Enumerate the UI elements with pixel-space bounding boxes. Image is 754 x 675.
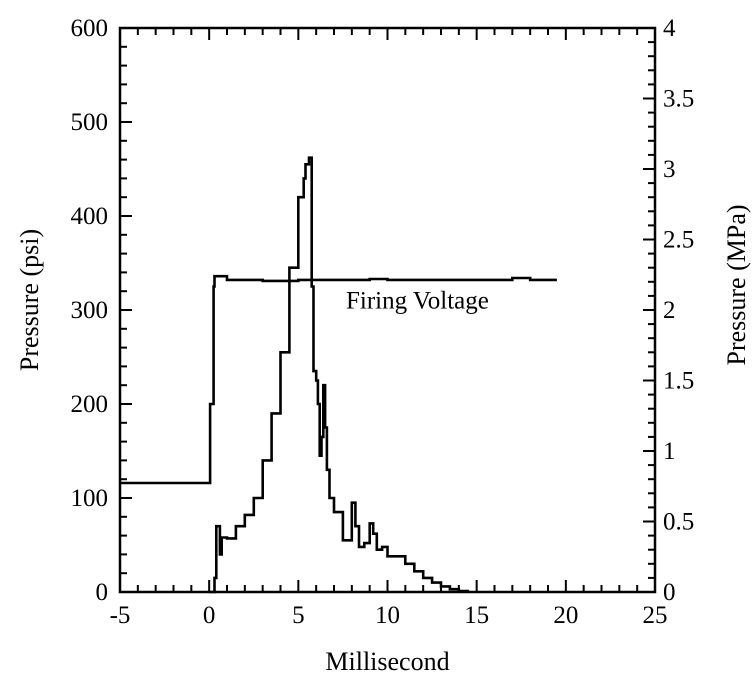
firing-voltage-line	[120, 274, 557, 485]
x-tick-label: 20	[553, 602, 578, 629]
y-tick-label: 400	[71, 203, 109, 230]
y2-tick-label: 3	[663, 156, 676, 183]
x-tick-label: 10	[375, 602, 400, 629]
pressure-line	[209, 156, 470, 594]
y2-tick-label: 0.5	[663, 509, 694, 536]
y2-tick-label: 2.5	[663, 227, 694, 254]
y2-tick-label: 2	[663, 297, 676, 324]
y2-tick-label: 4	[663, 15, 676, 42]
x-tick-label: -5	[110, 602, 131, 629]
labels: Millisecond Pressure (psi) Pressure (MPa…	[15, 204, 751, 675]
y2-tick-label: 1.5	[663, 368, 694, 395]
y-tick-label: 600	[71, 15, 109, 42]
y-tick-label: 0	[96, 579, 109, 606]
y-tick-label: 300	[71, 297, 109, 324]
y2-tick-label: 0	[663, 579, 676, 606]
x-tick-label: 0	[203, 602, 216, 629]
x-tick-label: 25	[643, 602, 668, 629]
y-axis-title: Pressure (psi)	[15, 229, 44, 371]
y2-tick-label: 3.5	[663, 86, 694, 113]
x-tick-label: 15	[464, 602, 489, 629]
y-tick-label: 200	[71, 391, 109, 418]
x-tick-label: 5	[292, 602, 305, 629]
y-tick-label: 500	[71, 109, 109, 136]
plot-area	[120, 156, 557, 594]
x-axis-title: Millisecond	[325, 647, 449, 675]
y2-tick-label: 1	[663, 438, 676, 465]
y2-axis-title: Pressure (MPa)	[722, 204, 751, 365]
axes: -5 0 5 10 15 20 25010020030040050060000.511.52…	[71, 15, 695, 629]
firing-voltage-annotation: Firing Voltage	[346, 287, 489, 314]
y-tick-label: 100	[71, 485, 109, 512]
